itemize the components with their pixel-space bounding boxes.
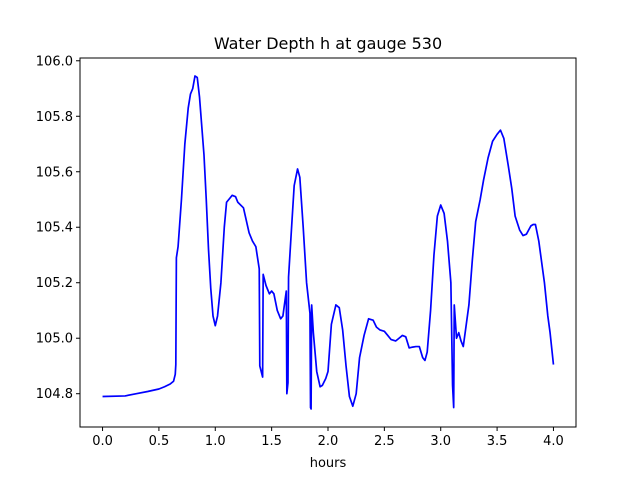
- x-tick-label: 1.0: [205, 434, 226, 449]
- x-tick-label: 1.5: [261, 434, 282, 449]
- chart-title: Water Depth h at gauge 530: [214, 34, 442, 53]
- y-tick-label: 105.0: [36, 332, 73, 347]
- y-tick-label: 105.8: [36, 110, 73, 125]
- x-tick-label: 4.0: [543, 434, 564, 449]
- y-tick-label: 105.6: [36, 165, 73, 180]
- x-tick-label: 0.5: [149, 434, 170, 449]
- y-tick-label: 104.8: [36, 387, 73, 402]
- x-tick-label: 3.0: [430, 434, 451, 449]
- series-line-0: [102, 75, 555, 410]
- series-layer: [102, 75, 555, 410]
- y-tick-label: 105.2: [36, 276, 73, 291]
- x-axis: 0.0 0.5 1.0 1.5 2.0 2.5 3.0 3.5 4.0: [92, 427, 564, 449]
- y-axis: 104.8 105.0 105.2 105.4 105.6 105.8 106.0: [36, 54, 80, 402]
- x-tick-label: 2.5: [374, 434, 395, 449]
- x-tick-label: 3.5: [487, 434, 508, 449]
- y-tick-label: 105.4: [36, 221, 73, 236]
- x-tick-label: 0.0: [92, 434, 113, 449]
- x-axis-label: hours: [310, 456, 347, 471]
- x-tick-label: 2.0: [318, 434, 339, 449]
- y-tick-label: 106.0: [36, 54, 73, 69]
